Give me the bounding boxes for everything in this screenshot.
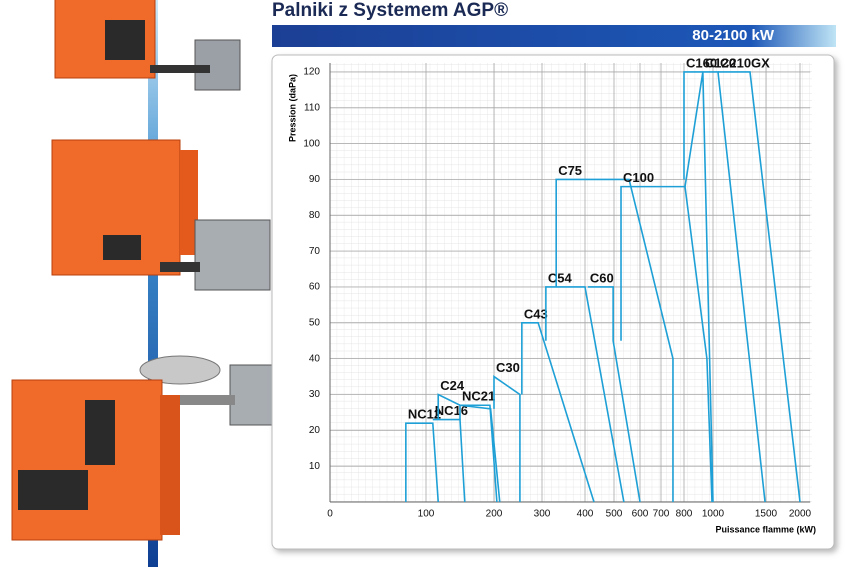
burner-image <box>54 0 241 91</box>
burner-label: C100 <box>623 170 654 185</box>
x-tick-label: 0 <box>327 509 333 520</box>
y-tick-label: 50 <box>309 317 321 328</box>
x-tick-label: 1000 <box>702 509 725 520</box>
y-axis-title: Pression (daPa) <box>287 74 297 142</box>
burner-label: NC12 <box>408 407 441 422</box>
x-tick-label: 2000 <box>789 509 812 520</box>
burner-label: C210GX <box>720 55 770 70</box>
burner-label: C160 <box>686 55 717 70</box>
x-tick-label: 800 <box>676 509 693 520</box>
header-band <box>272 25 836 47</box>
burner-envelope <box>521 322 595 503</box>
burner-envelope <box>683 71 766 503</box>
burner-label: C120 <box>705 55 736 70</box>
burner-envelope <box>405 422 440 503</box>
burner-envelope <box>717 71 801 503</box>
y-tick-label: 110 <box>304 102 320 113</box>
burner-image <box>11 355 286 541</box>
burner-envelope <box>587 286 641 503</box>
y-tick-label: 70 <box>309 246 321 257</box>
burner-label: C75 <box>558 163 582 178</box>
x-tick-label: 1500 <box>755 509 778 520</box>
burner-label: C60 <box>590 270 614 285</box>
x-tick-label: 600 <box>632 509 649 520</box>
y-tick-label: 40 <box>309 353 321 364</box>
x-tick-label: 200 <box>486 509 503 520</box>
y-tick-label: 20 <box>309 425 321 436</box>
y-tick-label: 120 <box>303 67 320 78</box>
x-tick-label: 400 <box>577 509 594 520</box>
burner-envelope <box>493 375 521 502</box>
burner-label: C54 <box>548 270 573 285</box>
y-tick-label: 90 <box>309 174 321 185</box>
burner-envelope <box>545 286 625 503</box>
x-axis-title: Puissance flamme (kW) <box>715 524 816 534</box>
side-strip <box>148 0 158 567</box>
page-title: Palniki z Systemem AGP® <box>272 0 508 21</box>
y-tick-label: 60 <box>309 282 321 293</box>
x-tick-label: 500 <box>606 509 623 520</box>
y-tick-label: 100 <box>303 138 320 149</box>
power-range: 80-2100 kW <box>692 27 775 44</box>
burner-label: C43 <box>524 306 548 321</box>
x-tick-label: 700 <box>653 509 670 520</box>
burner-label: NC21 <box>462 389 495 404</box>
burner-image <box>51 139 271 291</box>
burner-envelope <box>555 178 674 502</box>
x-tick-label: 100 <box>418 509 435 520</box>
y-tick-label: 80 <box>309 210 321 221</box>
burner-label: C24 <box>440 378 465 393</box>
burner-label: C30 <box>496 360 520 375</box>
y-tick-label: 10 <box>309 461 321 472</box>
y-tick-label: 30 <box>309 389 321 400</box>
x-tick-label: 300 <box>534 509 551 520</box>
burner-envelope <box>459 404 498 503</box>
